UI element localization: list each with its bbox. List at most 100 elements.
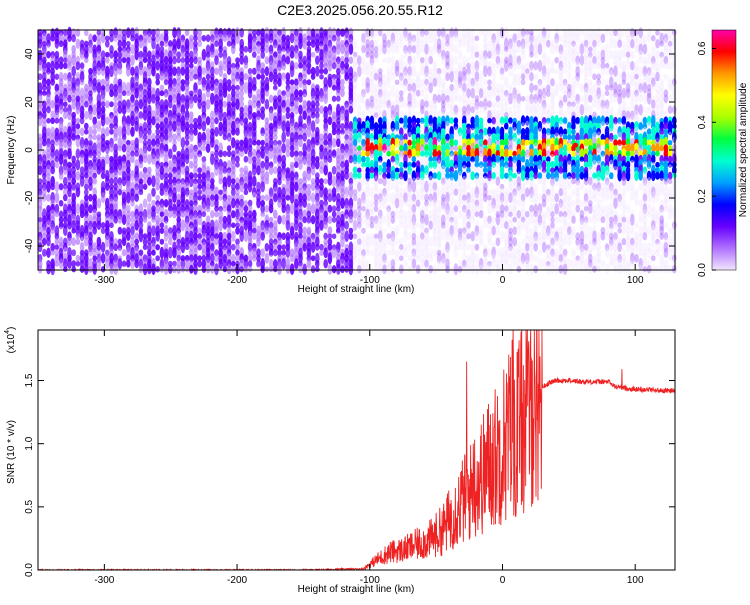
spectrogram-cell [604,67,610,75]
spectrogram-cell [407,254,413,262]
spectrogram-cell [46,50,51,59]
spectrogram-cell [83,128,89,135]
spectrogram-cell [256,259,261,268]
spectrogram-cell [62,216,68,223]
spectrogram-cell [289,93,295,105]
spectrogram-cell [604,263,610,275]
spectrogram-cell [361,227,366,234]
spectrogram-cell [96,111,102,120]
spectrogram-cell [613,145,618,152]
spectrogram-cell [71,219,77,231]
spectrogram-cell [398,39,404,49]
spectrogram-cell [331,84,337,91]
spectrogram-cell [88,110,93,121]
spectrogram-cell [323,164,329,176]
spectrogram-cell [159,203,165,215]
spectrogram-cell [138,230,144,243]
spectrogram-cell [457,39,463,49]
spectrogram-cell [394,65,400,77]
spectrogram-cell [155,50,161,60]
spectrogram-cell [121,139,127,147]
spectrogram-cell [457,49,463,60]
spectrogram-cell [58,258,64,269]
spectrogram-cell [613,65,618,77]
spectrogram-cell [218,109,224,122]
spectrogram-cell [176,219,182,231]
spectrogram-cell [621,265,627,274]
spectrogram-cell [67,34,72,42]
spectrogram-cell [247,45,253,53]
spectrogram-cell [193,154,198,164]
spectrogram-cell [197,150,203,158]
spectrogram-cell [214,249,219,257]
spectrogram-cell [235,177,240,186]
figure-title: C2E3.2025.056.20.55.R12 [277,2,443,18]
spectrogram-cell [268,266,274,273]
spectrogram-cell [298,134,303,141]
spectrogram-cell [268,258,274,269]
spectrogram-cell [579,171,585,180]
spectrogram-cell [201,139,207,146]
spectrogram-cell [592,100,597,108]
spectrogram-cell [172,210,177,219]
spectrogram-cell [54,232,60,240]
spectrogram-cell [545,172,551,180]
spectrogram-cell [251,139,257,146]
spectrogram-cell [159,222,165,229]
spectrogram-cell [146,238,152,245]
spectrogram-cell [277,139,282,146]
spectrogram-cell [487,50,492,59]
spectrogram-cell [222,161,228,169]
spectrogram-cell [323,178,329,185]
spectrogram-cell [302,153,308,166]
spectrogram-cell [113,243,119,252]
spectrogram-cell [201,34,207,42]
spectrogram-cell [482,105,488,115]
spectrogram-cell [92,73,98,81]
spectrogram-cell [188,132,194,142]
spectrogram-cell [96,197,102,209]
spectrogram-cell [117,215,123,224]
spectrogram-cell [545,55,551,65]
spectrogram-cell [100,114,106,127]
spectrogram-cell [176,210,182,219]
spectrogram-cell [361,45,366,54]
spectrogram-cell [432,235,438,248]
spectrogram-cell [235,249,240,256]
spectrogram-cell [587,189,593,196]
spectrogram-cell [138,39,144,49]
spectrogram-cell [545,89,551,98]
spectrogram-cell [209,51,215,58]
spectrogram-cell [524,216,530,223]
spectrogram-cell [184,66,190,76]
spectrogram-cell [201,233,207,240]
spectrogram-cell [331,155,337,163]
spectrogram-cell [214,211,219,218]
spectrogram-cell [277,177,282,186]
spectrogram-cell [67,78,72,87]
spectrogram-cell [314,177,320,186]
spectrogram-cell [37,60,43,72]
spectrogram-cell [205,44,211,54]
spectrogram-cell [176,193,182,203]
spectrogram-cell [508,211,513,218]
spectrogram-cell [298,126,303,138]
spectrogram-cell [54,156,60,163]
spectrogram-cell [285,55,291,65]
spectrogram-cell [298,233,303,240]
spectrogram-cell [495,176,501,187]
spectrogram-cell [394,27,400,38]
spectrogram-cell [512,77,518,87]
spectrogram-cell [163,139,169,147]
spectrogram-cell [138,265,144,274]
spectrogram-cell [142,57,148,64]
spectrogram-cell [58,216,64,224]
spectrogram-cell [583,243,589,251]
spectrogram-cell [394,209,400,220]
spectrogram-cell [239,205,245,212]
spectrogram-cell [298,76,303,88]
spectrogram-cell [306,170,312,182]
spectrogram-cell [226,34,232,43]
spectrogram-cell [142,172,148,180]
spectrogram-cell [201,48,207,61]
